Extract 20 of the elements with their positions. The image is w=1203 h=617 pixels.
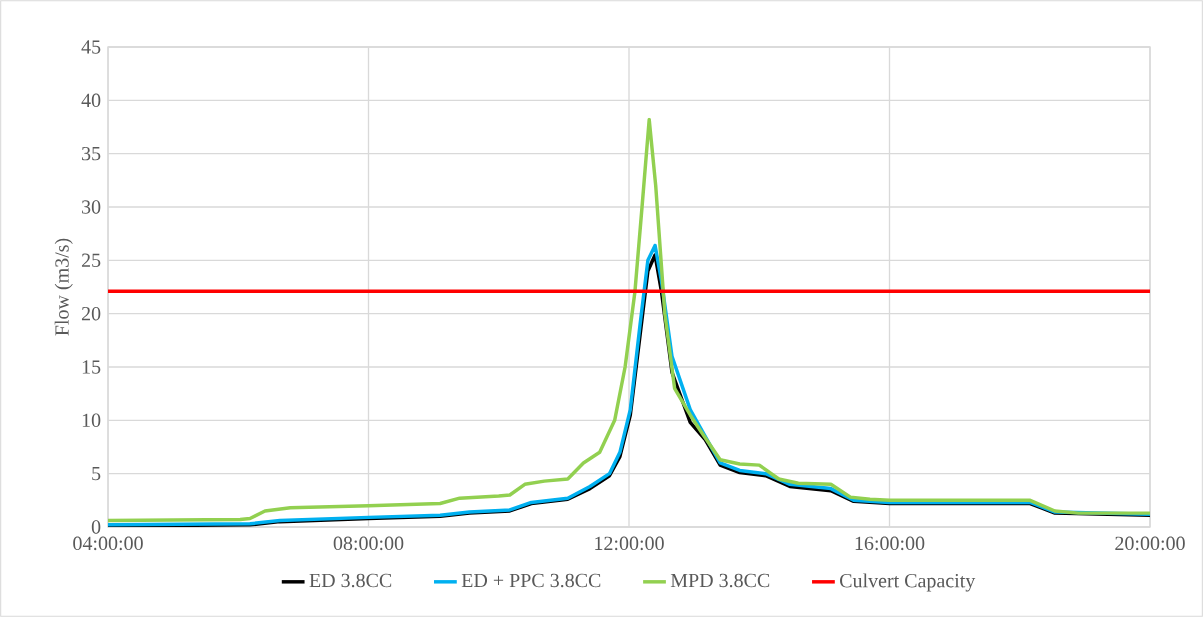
y-tick-label: 10 bbox=[82, 413, 101, 428]
y-tick-label: 30 bbox=[82, 200, 101, 214]
legend-label: ED 3.8CC bbox=[309, 573, 392, 588]
y-tick-label: 5 bbox=[92, 467, 101, 481]
y-tick-label: 35 bbox=[82, 146, 101, 161]
legend-label: MPD 3.8CC bbox=[670, 573, 770, 588]
x-tick-label: 20:00:00 bbox=[1115, 536, 1185, 551]
legend-label: Culvert Capacity bbox=[840, 573, 976, 592]
x-tick-label: 16:00:00 bbox=[855, 536, 925, 551]
y-tick-label: 20 bbox=[81, 306, 101, 321]
x-tick-label: 12:00:00 bbox=[595, 536, 664, 551]
x-tick-label: 04:00:00 bbox=[73, 536, 143, 551]
legend-label: ED + PPC 3.8CC bbox=[461, 573, 601, 588]
y-tick-label: 40 bbox=[81, 93, 101, 108]
y-axis-title: Flow (m3/s) bbox=[54, 238, 73, 336]
y-tick-label: 25 bbox=[81, 253, 101, 268]
x-tick-label: 08:00:00 bbox=[333, 536, 404, 551]
y-tick-label: 15 bbox=[82, 360, 101, 374]
y-tick-label: 0 bbox=[91, 520, 101, 534]
y-tick-label: 45 bbox=[81, 40, 101, 54]
